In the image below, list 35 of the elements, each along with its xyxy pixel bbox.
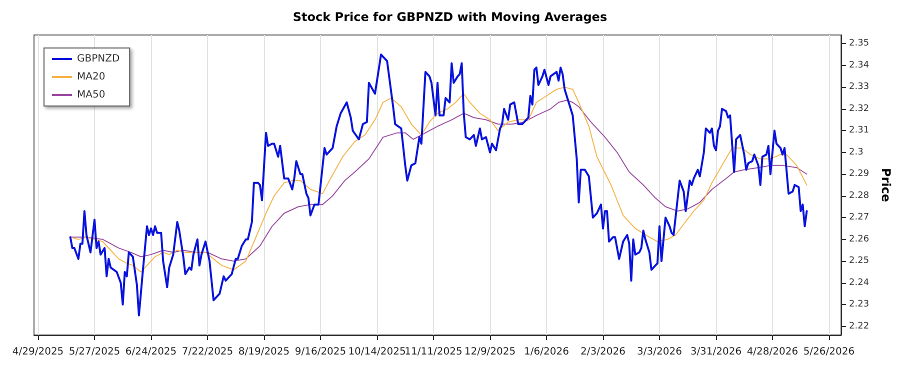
x-tick-label: 6/24/2025 bbox=[125, 346, 177, 358]
y-tick-label: 2.33 bbox=[849, 82, 870, 92]
legend-label: GBPNZD bbox=[77, 54, 120, 64]
y-tick-label: 2.23 bbox=[849, 300, 870, 310]
y-tick-label: 2.26 bbox=[849, 234, 870, 244]
y-tick-label: 2.25 bbox=[849, 256, 870, 266]
y-tick-label: 2.35 bbox=[849, 38, 870, 49]
x-tick-label: 7/22/2025 bbox=[182, 346, 234, 358]
y-tick-label: 2.32 bbox=[849, 104, 870, 114]
x-tick-label: 8/19/2025 bbox=[238, 346, 290, 358]
y-tick-label: 2.3 bbox=[849, 147, 864, 158]
y-tick-label: 2.24 bbox=[849, 278, 870, 288]
x-tick-label: 3/3/2026 bbox=[637, 346, 682, 358]
legend-label: MA20 bbox=[77, 72, 106, 82]
line-series bbox=[69, 54, 808, 316]
y-tick-label: 2.31 bbox=[849, 126, 870, 136]
y-tick-label: 2.29 bbox=[849, 169, 870, 180]
x-tick-label: 5/27/2025 bbox=[68, 346, 120, 358]
x-tick-label: 9/16/2025 bbox=[294, 346, 346, 358]
x-tick-label: 4/29/2025 bbox=[12, 346, 64, 358]
x-tick-label: 3/31/2026 bbox=[690, 346, 742, 358]
x-tick-label: 1/6/2026 bbox=[524, 346, 569, 358]
y-tick-label: 2.22 bbox=[849, 321, 870, 332]
x-tick-label: 4/28/2026 bbox=[746, 346, 798, 358]
x-tick-label: 2/3/2026 bbox=[580, 346, 626, 358]
y-tick-label: 2.28 bbox=[849, 190, 870, 201]
chart-title: Stock Price for GBPNZD with Moving Averages bbox=[292, 10, 608, 24]
legend-label: MA50 bbox=[77, 90, 106, 100]
x-tick-label: 5/26/2026 bbox=[803, 346, 855, 358]
y-tick-label: 2.27 bbox=[849, 212, 870, 223]
y-axis-title: Price bbox=[879, 168, 893, 202]
y-tick-label: 2.34 bbox=[849, 60, 870, 70]
x-tick-label: 12/9/2025 bbox=[464, 346, 516, 358]
x-tick-label: 10/14/2025 bbox=[348, 346, 406, 358]
x-tick-label: 11/11/2025 bbox=[404, 346, 462, 358]
